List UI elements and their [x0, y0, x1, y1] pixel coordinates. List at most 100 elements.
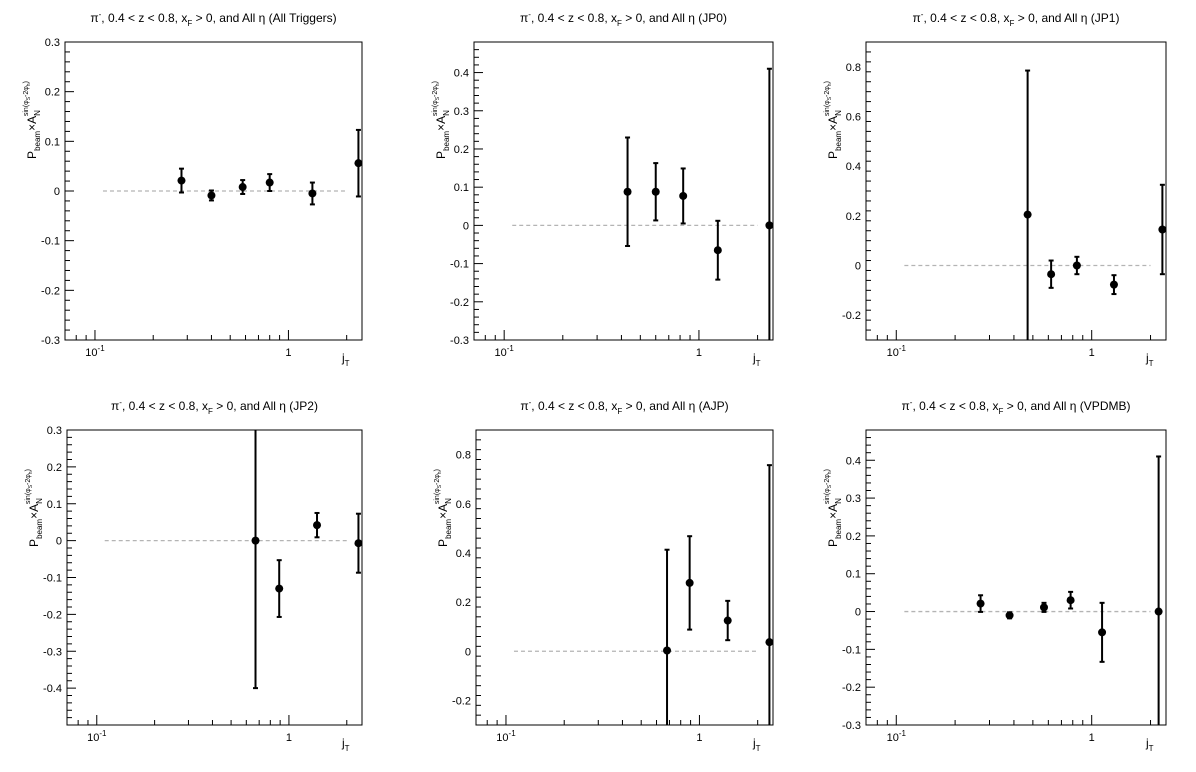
y-tick-label: 0.2 [47, 462, 62, 474]
y-tick-label: 0.1 [454, 182, 469, 194]
y-tick-label: -0.2 [452, 695, 471, 707]
y-tick-label: 0.1 [846, 569, 861, 581]
chart-panel-1: -0.3 -0.2 -0.1 0 0.1 0.2 0.3 10-1 1 π-, 0.4 < z <… [23, 10, 363, 368]
data-point [1005, 611, 1014, 620]
chart-panel-5: -0.2 0 0.2 0.4 0.6 0.8 10-1 1 π-, 0.4 < z < 0.8,… [434, 398, 774, 753]
x-axis-label: jT [752, 351, 761, 368]
data-point [679, 191, 688, 200]
y-tick-label: 0.3 [47, 425, 62, 437]
x-axis-label: jT [341, 736, 350, 753]
data-point [1158, 225, 1167, 234]
y-tick-label: -0.2 [43, 609, 62, 621]
data-point [1072, 261, 1081, 270]
data-point [651, 187, 660, 196]
data-point [207, 191, 216, 200]
y-tick-label: -0.2 [842, 310, 861, 322]
x-axis-label: jT [1145, 351, 1154, 368]
y-axis-label: Pbeam×ANsin(φS-2φh) [25, 469, 44, 547]
chart-title: π-, 0.4 < z < 0.8, xF > 0, and All η (JP… [913, 10, 1120, 28]
chart-title: π-, 0.4 < z < 0.8, xF > 0, and All η (Al… [90, 10, 336, 28]
chart-panel-2: -0.3 -0.2 -0.1 0 0.1 0.2 0.3 0.4 10-1 1 π-, 0.4 < … [432, 10, 774, 368]
data-point [251, 536, 260, 545]
y-tick-label: -0.1 [43, 573, 62, 585]
chart-panel-6: -0.3 -0.2 -0.1 0 0.1 0.2 0.3 0.4 10-1 1 π-, 0.4 < … [824, 398, 1167, 753]
y-axis-label: Pbeam×ANsin(φS-2φh) [23, 81, 42, 159]
chart-title: π-, 0.4 < z < 0.8, xF > 0, and All η (JP… [111, 398, 318, 416]
y-tick-label: -0.3 [842, 720, 861, 732]
data-point [1023, 210, 1032, 219]
data-point [308, 189, 317, 198]
y-tick-label: 0 [54, 186, 60, 198]
y-axis-label: Pbeam×ANsin(φS-2φh) [434, 469, 453, 547]
data-point [663, 646, 672, 655]
y-tick-label: 0.8 [846, 62, 861, 74]
data-point [354, 159, 363, 168]
data-point [765, 638, 774, 647]
y-tick-label: 0 [465, 646, 471, 658]
x-tick-label: 1 [285, 347, 291, 359]
y-tick-label: 0.8 [456, 450, 471, 462]
y-tick-label: 0.6 [456, 499, 471, 511]
y-tick-label: 0.2 [454, 144, 469, 156]
y-tick-label: 0.2 [456, 597, 471, 609]
data-point [765, 221, 774, 230]
x-tick-label: 1 [286, 732, 292, 744]
data-point [723, 616, 732, 625]
x-tick-label: 10-1 [496, 729, 516, 744]
data-point [177, 176, 186, 185]
y-tick-label: 0.4 [456, 548, 471, 560]
x-tick-label: 10-1 [887, 344, 907, 359]
y-tick-label: 0 [855, 261, 861, 273]
y-axis-label: Pbeam×ANsin(φS-2φh) [432, 81, 451, 159]
y-tick-label: 0 [56, 536, 62, 548]
y-axis-label: Pbeam×ANsin(φS-2φh) [824, 469, 843, 547]
x-tick-label: 1 [1089, 347, 1095, 359]
data-point [1098, 628, 1107, 637]
y-tick-label: 0.1 [47, 499, 62, 511]
data-point [275, 584, 284, 593]
x-axis-label: jT [1145, 736, 1154, 753]
y-tick-label: -0.1 [842, 644, 861, 656]
data-point [238, 183, 247, 192]
y-tick-label: 0.3 [846, 493, 861, 505]
y-tick-label: 0.2 [45, 87, 60, 99]
y-tick-label: 0 [463, 220, 469, 232]
data-point [1109, 280, 1118, 289]
y-tick-label: -0.3 [450, 335, 469, 347]
data-point [354, 539, 363, 548]
chart-panel-4: -0.4 -0.3 -0.2 -0.1 0 0.1 0.2 0.3 10-1 1 π-, 0.4 <… [25, 398, 363, 753]
chart-title: π-, 0.4 < z < 0.8, xF > 0, and All η (AJ… [520, 398, 728, 416]
y-tick-label: 0.6 [846, 112, 861, 124]
data-point [1039, 603, 1048, 612]
x-axis-label: jT [752, 736, 761, 753]
data-point [623, 187, 632, 196]
y-tick-label: -0.2 [41, 285, 60, 297]
plot-frame [865, 429, 1167, 726]
chart-title: π-, 0.4 < z < 0.8, xF > 0, and All η (VP… [902, 398, 1131, 416]
y-tick-label: -0.1 [450, 259, 469, 271]
x-tick-label: 10-1 [87, 729, 107, 744]
y-axis-label: Pbeam×ANsin(φS-2φh) [824, 81, 843, 159]
data-point [1154, 607, 1163, 616]
y-tick-label: 0.1 [45, 136, 60, 148]
x-tick-label: 10-1 [85, 344, 105, 359]
y-tick-label: -0.4 [43, 683, 62, 695]
x-tick-label: 1 [696, 347, 702, 359]
y-tick-label: -0.1 [41, 236, 60, 248]
y-tick-label: 0.4 [846, 455, 861, 467]
data-point [265, 178, 274, 187]
plot-frame [473, 41, 774, 341]
y-tick-label: 0.3 [454, 106, 469, 118]
y-tick-label: 0.4 [846, 161, 861, 173]
data-point [1047, 270, 1056, 279]
x-tick-label: 1 [696, 732, 702, 744]
y-tick-label: -0.3 [43, 646, 62, 658]
data-point [313, 521, 322, 530]
y-tick-label: -0.3 [41, 335, 60, 347]
chart-panel-3: -0.2 0 0.2 0.4 0.6 0.8 10-1 1 π-, 0.4 < z < 0.8,… [824, 10, 1167, 368]
x-axis-label: jT [341, 351, 350, 368]
x-tick-label: 10-1 [887, 729, 907, 744]
data-point [1066, 596, 1075, 605]
